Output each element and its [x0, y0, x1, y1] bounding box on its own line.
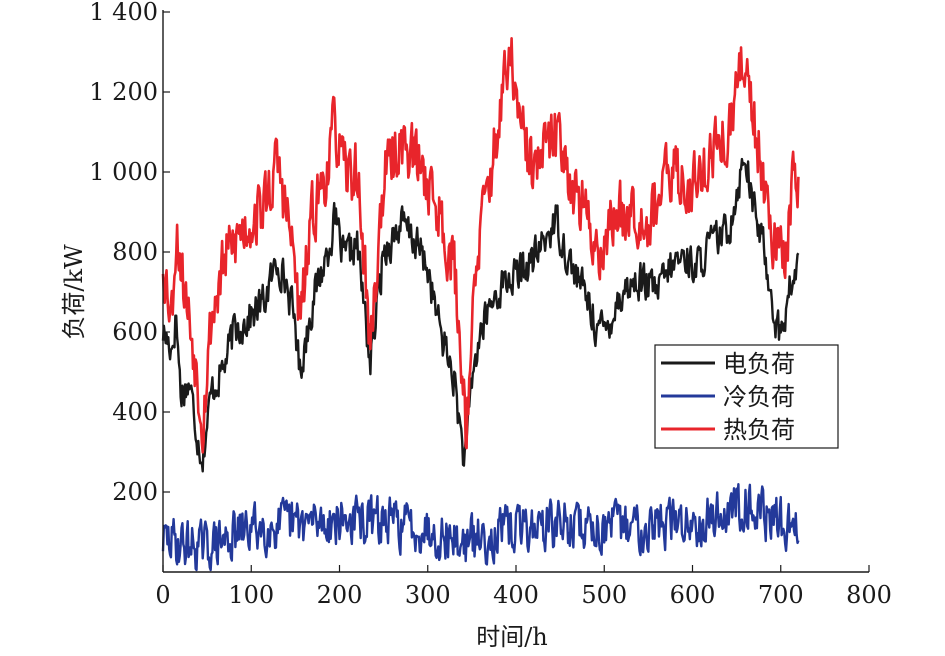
series-line-2 [161, 36, 800, 454]
legend-label: 电负荷 [723, 350, 795, 378]
y-tick-label: 1 200 [89, 78, 158, 106]
legend-label: 冷负荷 [723, 383, 795, 411]
x-tick-label: 400 [493, 581, 539, 609]
y-tick-label: 600 [112, 318, 158, 346]
x-tick-label: 200 [317, 581, 363, 609]
y-tick-label: 800 [112, 238, 158, 266]
y-tick-label: 200 [112, 478, 158, 506]
y-tick-label: 400 [112, 398, 158, 426]
series-line-0 [161, 157, 800, 473]
y-tick-label: 1 000 [89, 158, 158, 186]
plot-series-layer [161, 36, 800, 572]
x-axis-title: 时间/h [476, 623, 548, 651]
x-tick-label: 300 [405, 581, 451, 609]
x-tick-label: 100 [228, 581, 274, 609]
y-tick-label: 1 400 [89, 0, 158, 26]
legend-label: 热负荷 [723, 416, 795, 444]
x-tick-label: 500 [581, 581, 627, 609]
x-axis-ticks: 0 100 200 300 400 500 600 700 800 [155, 565, 892, 609]
x-tick-label: 600 [670, 581, 716, 609]
y-axis-ticks: 200 400 600 800 1 000 1 200 1 400 [89, 0, 170, 506]
x-tick-label: 800 [846, 581, 892, 609]
series-line-1 [161, 482, 800, 572]
y-axis-title: 负荷/kW [60, 244, 88, 340]
x-tick-label: 0 [155, 581, 170, 609]
x-tick-label: 700 [758, 581, 804, 609]
